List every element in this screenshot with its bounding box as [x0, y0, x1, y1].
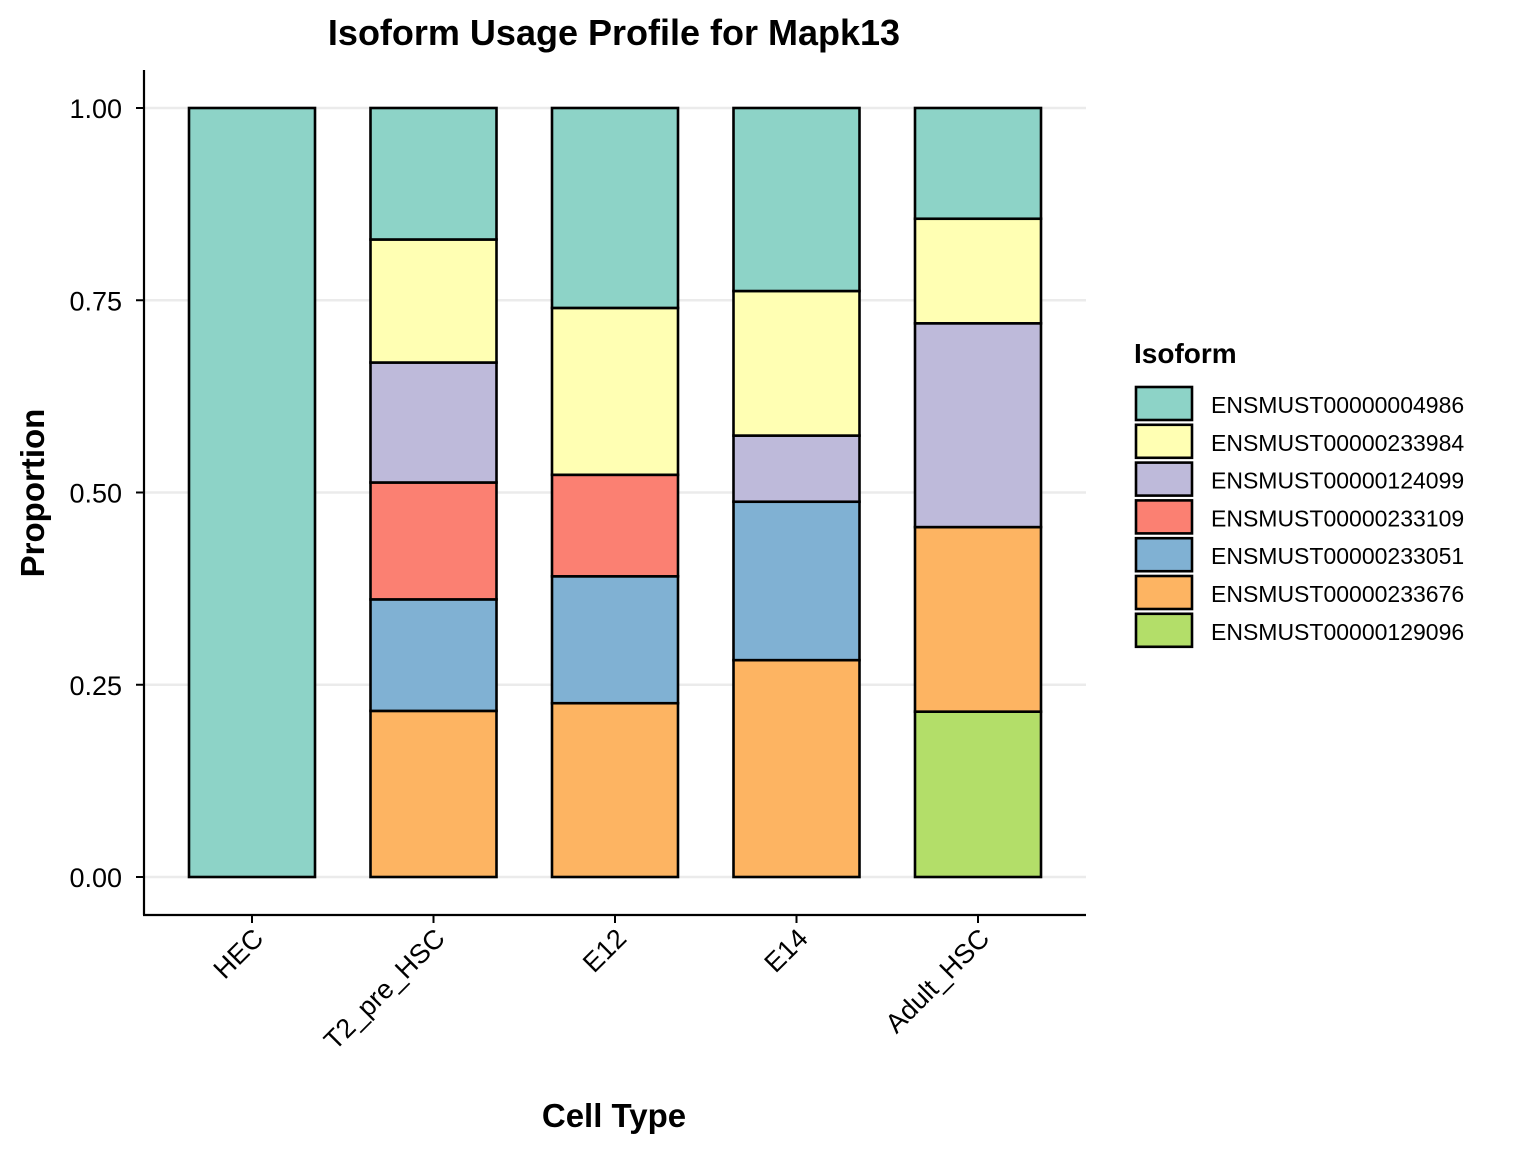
legend-swatch	[1134, 461, 1194, 497]
x-tick-label: E12	[577, 923, 632, 978]
bar-segment-E12-ENSMUST00000233051	[550, 575, 680, 705]
legend-swatch	[1134, 612, 1194, 649]
y-tick-label: 0.00	[69, 863, 122, 893]
legend-swatch	[1134, 499, 1194, 535]
bar-segment-E14-ENSMUST00000124099	[732, 434, 861, 504]
bar-segment-HEC-ENSMUST00000004986	[187, 106, 317, 879]
legend: Isoform ENSMUST00000004986 ENSMUST0000023…	[1134, 338, 1464, 649]
bar-segment-T2_pre_HSC-ENSMUST00000233051	[369, 598, 498, 713]
bar-segment-E12-ENSMUST00000004986	[550, 106, 680, 310]
bar-segment-E12-ENSMUST00000233676	[550, 701, 680, 879]
legend-swatch	[1134, 385, 1194, 422]
bar-segment-T2_pre_HSC-ENSMUST00000233676	[369, 709, 498, 879]
y-tick-label: 0.50	[69, 479, 122, 509]
legend-label: ENSMUST00000233676	[1211, 581, 1464, 607]
y-ticks: 0.00 0.25 0.50 0.75 1.00	[69, 94, 144, 893]
bar-segment-Adult_HSC-ENSMUST00000233984	[913, 217, 1043, 325]
x-tick-label: Adult_HSC	[880, 923, 996, 1039]
y-tick-label: 0.25	[69, 671, 122, 701]
x-ticks: HEC T2_pre_HSC E12 E14 Adult_HSC	[208, 915, 996, 1056]
bar-segment-E12-ENSMUST00000233984	[550, 306, 680, 477]
x-tick-label: T2_pre_HSC	[318, 923, 451, 1056]
legend-label: ENSMUST00000233051	[1211, 543, 1464, 569]
chart-title: Isoform Usage Profile for Mapk13	[328, 12, 900, 53]
bar-segment-T2_pre_HSC-ENSMUST00000233984	[369, 238, 498, 364]
bar-segment-E14-ENSMUST00000233676	[732, 658, 861, 879]
legend-label: ENSMUST00000004986	[1211, 392, 1464, 418]
x-axis-title: Cell Type	[542, 1097, 686, 1134]
x-tick-label: HEC	[208, 923, 270, 985]
bars	[187, 106, 1043, 879]
bar-segment-E12-ENSMUST00000233109	[550, 473, 680, 578]
x-tick-label: E14	[759, 923, 814, 978]
bar-segment-T2_pre_HSC-ENSMUST00000124099	[369, 361, 498, 484]
y-tick-label: 1.00	[69, 94, 122, 124]
bar-segment-Adult_HSC-ENSMUST00000124099	[913, 322, 1043, 529]
bar-segment-E14-ENSMUST00000004986	[732, 106, 861, 293]
legend-swatch	[1134, 423, 1194, 460]
legend-label: ENSMUST00000124099	[1211, 468, 1464, 494]
legend-label: ENSMUST00000233984	[1211, 430, 1464, 456]
bar-segment-E14-ENSMUST00000233051	[732, 500, 861, 662]
bar-segment-T2_pre_HSC-ENSMUST00000233109	[369, 481, 498, 601]
bar-segment-Adult_HSC-ENSMUST00000233676	[913, 525, 1043, 713]
bar-segment-Adult_HSC-ENSMUST00000129096	[913, 710, 1043, 879]
legend-label: ENSMUST00000233109	[1211, 505, 1464, 531]
legend-swatch	[1134, 536, 1194, 573]
legend-swatch	[1134, 574, 1194, 611]
legend-title: Isoform	[1134, 338, 1237, 369]
bar-segment-T2_pre_HSC-ENSMUST00000004986	[369, 106, 498, 241]
legend-label: ENSMUST00000129096	[1211, 619, 1464, 645]
y-tick-label: 0.75	[69, 286, 122, 316]
bar-segment-E14-ENSMUST00000233984	[732, 289, 861, 437]
y-axis-title: Proportion	[14, 409, 51, 578]
bar-segment-Adult_HSC-ENSMUST00000004986	[913, 106, 1043, 221]
